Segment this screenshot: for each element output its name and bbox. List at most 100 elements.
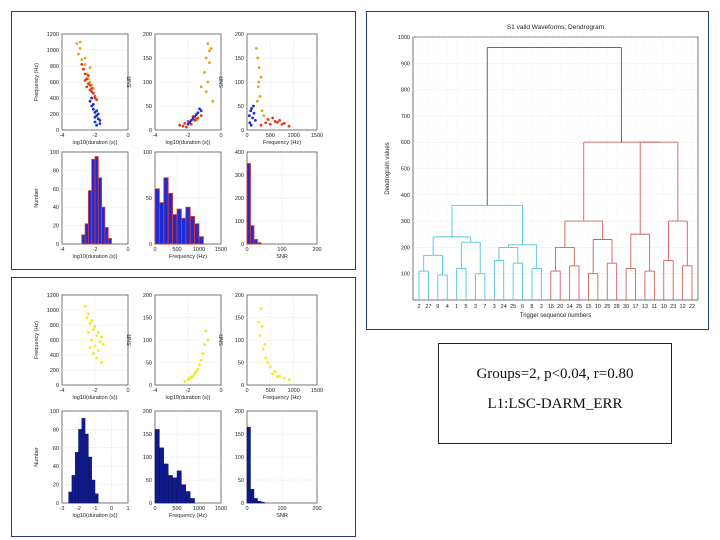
top-snr-vs-frequency-point	[250, 107, 254, 110]
bottom-snr-vs-duration-point	[188, 376, 192, 380]
top-snr-vs-frequency-ytick-label: 200	[235, 32, 244, 38]
bottom-snr-vs-duration-xlabel: log10(duration (s))	[166, 395, 211, 401]
top-snr-vs-frequency-point	[282, 121, 286, 125]
top-snr-vs-duration-xlabel: log10(duration (s))	[166, 140, 211, 146]
bottom-freq-vs-duration-xtick-label: -4	[60, 388, 65, 394]
top-snr-vs-duration-point	[208, 61, 211, 65]
top-freq-vs-duration-ytick-label: 200	[50, 112, 59, 118]
top-frequency-hist-bar	[176, 208, 182, 245]
top-snr-vs-frequency-ytick-label: 150	[235, 56, 244, 62]
top-freq-vs-duration-xtick-label: -2	[93, 133, 98, 139]
top-snr-vs-duration-point	[211, 99, 215, 103]
bottom-freq-vs-duration-ylabel: Frequency (Hz)	[34, 321, 40, 359]
info-box: Groups=2, p<0.04, r=0.80 L1:LSC-DARM_ERR	[438, 343, 672, 444]
top-snr-vs-frequency-point	[259, 123, 263, 127]
bottom-snr-hist-xtick-label: 100	[277, 506, 286, 512]
top-snr-vs-duration-ytick-label: 100	[143, 80, 152, 86]
bottom-frequency-hist-xtick-label: 0	[153, 506, 156, 512]
bottom-snr-vs-duration-point	[204, 329, 208, 333]
top-duration-hist-xtick-label: -4	[60, 247, 65, 253]
dendrogram-leaf-label: 2	[417, 304, 420, 310]
bottom-snr-vs-duration-ytick-label: 200	[143, 293, 152, 299]
top-snr-vs-frequency-ylabel: SNR	[219, 76, 225, 88]
top-freq-vs-duration-point	[93, 120, 97, 124]
top-frequency-hist-xtick-label: 1500	[215, 247, 227, 253]
bottom-duration-hist-ylabel: Number	[34, 447, 40, 467]
bottom-duration-hist-xlabel: log10(duration (s))	[73, 513, 118, 519]
bottom-duration-hist-ytick-label: 100	[50, 409, 59, 415]
top-snr-vs-frequency-point	[254, 47, 258, 50]
top-cluster-panel: 0 200 400 600 800 1000 1200 -4 -2 0 log10(duration…	[11, 11, 356, 270]
bottom-snr-vs-frequency-point	[287, 378, 291, 381]
top-freq-vs-duration-point	[88, 99, 92, 103]
bottom-freq-vs-duration-xtick-label: -2	[93, 388, 98, 394]
top-snr-vs-frequency-point	[256, 85, 260, 89]
dendrogram-leaf-label: 7	[483, 304, 486, 310]
bottom-snr-vs-duration-ytick-label: 150	[143, 316, 152, 322]
top-freq-vs-duration-point	[91, 107, 95, 111]
dendrogram-leaf-label: 12	[680, 304, 686, 310]
top-snr-vs-frequency-point	[264, 121, 268, 125]
bottom-snr-vs-frequency-point	[258, 334, 262, 337]
bottom-frequency-hist-bar	[185, 491, 191, 504]
bottom-snr-vs-duration-point	[206, 338, 210, 342]
top-snr-vs-duration-point	[204, 90, 208, 93]
bottom-snr-vs-frequency-point	[275, 375, 279, 379]
top-snr-vs-duration-ylabel: SNR	[127, 76, 133, 88]
dendrogram-leaf-label: 11	[651, 304, 657, 310]
bottom-freq-vs-duration-point	[87, 312, 90, 316]
dendrogram-ytick-label: 700	[401, 114, 410, 120]
top-duration-hist-bar	[101, 206, 106, 245]
bottom-snr-hist-bar	[250, 488, 255, 504]
top-freq-vs-duration-ytick-label: 800	[50, 64, 59, 70]
top-duration-hist-xtick-label: 0	[126, 247, 129, 253]
bottom-snr-vs-frequency-ytick-label: 50	[238, 361, 244, 367]
top-freq-vs-duration-point	[98, 119, 102, 122]
bottom-duration-hist-bar	[71, 475, 76, 504]
dendrogram-leaf-label: 6	[521, 304, 524, 310]
top-duration-hist-ytick-label: 60	[53, 187, 59, 193]
groups-statistics-text: Groups=2, p<0.04, r=0.80	[476, 366, 634, 382]
bottom-freq-vs-duration-ytick-label: 800	[50, 323, 59, 329]
bottom-frequency-hist-bar	[163, 463, 169, 504]
top-snr-vs-frequency-xtick-label: 1500	[311, 133, 323, 139]
top-snr-vs-frequency-point	[278, 119, 282, 122]
bottom-freq-vs-duration-point	[88, 346, 92, 349]
dendrogram-leaf-label: 15	[585, 304, 591, 310]
dendrogram-panel: 100 200 300 400 500 600 700 800 900 1000 2 27 9 4 1 5 3 7…	[366, 11, 709, 330]
top-freq-vs-duration-point	[83, 63, 87, 66]
bottom-freq-vs-duration-ytick-label: 200	[50, 368, 59, 374]
bottom-snr-vs-duration-point	[183, 380, 187, 383]
dendrogram-leaf-label: 10	[595, 304, 601, 310]
dendrogram-leaf-label: 13	[642, 304, 648, 310]
bottom-duration-hist-xtick-label: -2	[76, 506, 81, 512]
top-snr-vs-duration-point	[198, 107, 201, 111]
bottom-frequency-hist-xtick-label: 1000	[193, 506, 205, 512]
dendrogram-leaf-label: 17	[632, 304, 638, 310]
top-snr-vs-duration-ytick-label: 200	[143, 32, 152, 38]
bottom-snr-vs-duration-point	[196, 367, 200, 371]
top-duration-hist-bar	[94, 156, 99, 245]
top-frequency-hist-bar	[167, 192, 173, 245]
bottom-snr-vs-duration-ylabel: SNR	[127, 334, 133, 346]
bottom-snr-hist-ytick-label: 150	[235, 432, 244, 438]
top-snr-vs-duration-point	[189, 122, 193, 126]
bottom-snr-vs-frequency-point	[273, 370, 277, 373]
bottom-snr-vs-duration-ytick-label: 100	[143, 338, 152, 344]
bottom-snr-hist-xtick-label: 200	[312, 506, 321, 512]
top-freq-vs-duration-ylabel: Frequency (Hz)	[34, 63, 40, 101]
dendrogram-leaf-label: 25	[576, 304, 582, 310]
bottom-duration-hist-xtick-label: -3	[60, 506, 65, 512]
top-snr-vs-frequency-point	[268, 122, 272, 126]
bottom-snr-vs-frequency-ytick-label: 100	[235, 338, 244, 344]
bottom-snr-hist-bar	[253, 498, 258, 504]
bottom-snr-hist-xtick-label: 0	[245, 506, 248, 512]
top-snr-vs-duration-point	[189, 119, 193, 122]
top-snr-hist-ytick-label: 100	[235, 219, 244, 225]
top-snr-vs-frequency-point	[280, 122, 284, 126]
bottom-frequency-hist-xlabel: Frequency (Hz)	[169, 513, 207, 519]
bottom-snr-hist-xlabel: SNR	[276, 513, 288, 519]
